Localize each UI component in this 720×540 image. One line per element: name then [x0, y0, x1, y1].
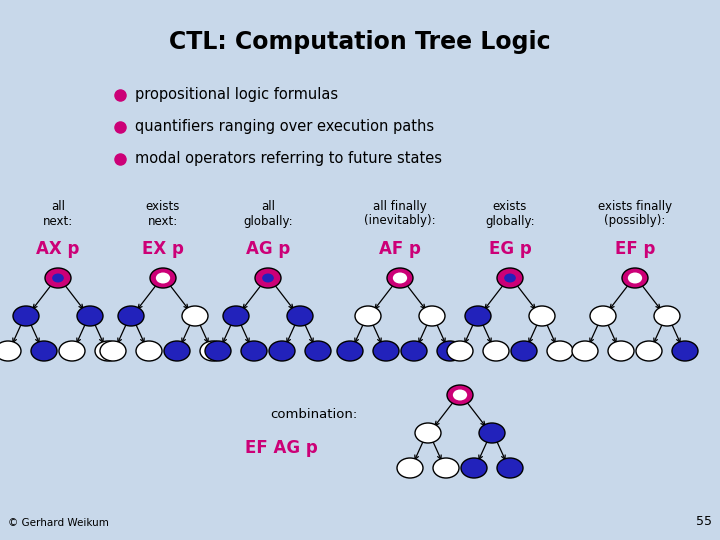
Text: © Gerhard Weikum: © Gerhard Weikum — [8, 518, 109, 528]
Ellipse shape — [255, 268, 281, 288]
Ellipse shape — [182, 306, 208, 326]
Ellipse shape — [608, 341, 634, 361]
Ellipse shape — [393, 273, 407, 284]
Ellipse shape — [0, 341, 21, 361]
Text: AF p: AF p — [379, 240, 421, 258]
Ellipse shape — [355, 306, 381, 326]
Ellipse shape — [504, 273, 516, 282]
Ellipse shape — [415, 423, 441, 443]
Ellipse shape — [59, 341, 85, 361]
Ellipse shape — [672, 341, 698, 361]
Text: AX p: AX p — [36, 240, 80, 258]
Text: quantifiers ranging over execution paths: quantifiers ranging over execution paths — [135, 119, 434, 134]
Text: modal operators referring to future states: modal operators referring to future stat… — [135, 152, 442, 166]
Ellipse shape — [465, 306, 491, 326]
Ellipse shape — [373, 341, 399, 361]
Ellipse shape — [95, 341, 121, 361]
Ellipse shape — [479, 423, 505, 443]
Ellipse shape — [13, 306, 39, 326]
Ellipse shape — [447, 385, 473, 405]
Ellipse shape — [654, 306, 680, 326]
Ellipse shape — [223, 306, 249, 326]
Ellipse shape — [572, 341, 598, 361]
Ellipse shape — [118, 306, 144, 326]
Ellipse shape — [590, 306, 616, 326]
Ellipse shape — [397, 458, 423, 478]
Ellipse shape — [401, 341, 427, 361]
Ellipse shape — [100, 341, 126, 361]
Ellipse shape — [437, 341, 463, 361]
Ellipse shape — [52, 273, 64, 282]
Ellipse shape — [31, 341, 57, 361]
Text: all: all — [51, 200, 65, 213]
Text: all: all — [261, 200, 275, 213]
Text: globally:: globally: — [243, 215, 293, 228]
Ellipse shape — [156, 273, 170, 284]
Text: exists: exists — [146, 200, 180, 213]
Ellipse shape — [636, 341, 662, 361]
Text: propositional logic formulas: propositional logic formulas — [135, 87, 338, 103]
Text: next:: next: — [43, 215, 73, 228]
Ellipse shape — [337, 341, 363, 361]
Ellipse shape — [205, 341, 231, 361]
Ellipse shape — [136, 341, 162, 361]
Text: EX p: EX p — [142, 240, 184, 258]
Ellipse shape — [269, 341, 295, 361]
Text: combination:: combination: — [270, 408, 357, 422]
Ellipse shape — [387, 268, 413, 288]
Text: EF AG p: EF AG p — [245, 439, 318, 457]
Text: globally:: globally: — [485, 215, 535, 228]
Ellipse shape — [150, 268, 176, 288]
Ellipse shape — [241, 341, 267, 361]
Ellipse shape — [483, 341, 509, 361]
Text: EF p: EF p — [615, 240, 655, 258]
Ellipse shape — [419, 306, 445, 326]
Ellipse shape — [497, 458, 523, 478]
Text: all finally: all finally — [373, 200, 427, 213]
Ellipse shape — [77, 306, 103, 326]
Ellipse shape — [511, 341, 537, 361]
Ellipse shape — [287, 306, 313, 326]
Text: (possibly):: (possibly): — [604, 214, 666, 227]
Ellipse shape — [628, 273, 642, 284]
Text: next:: next: — [148, 215, 178, 228]
Ellipse shape — [529, 306, 555, 326]
Ellipse shape — [433, 458, 459, 478]
Ellipse shape — [262, 273, 274, 282]
Ellipse shape — [622, 268, 648, 288]
Ellipse shape — [547, 341, 573, 361]
Ellipse shape — [305, 341, 331, 361]
Ellipse shape — [497, 268, 523, 288]
Ellipse shape — [45, 268, 71, 288]
Text: exists: exists — [492, 200, 527, 213]
Ellipse shape — [200, 341, 226, 361]
Text: 55: 55 — [696, 515, 712, 528]
Text: AG p: AG p — [246, 240, 290, 258]
Ellipse shape — [164, 341, 190, 361]
Ellipse shape — [447, 341, 473, 361]
Text: (inevitably):: (inevitably): — [364, 214, 436, 227]
Ellipse shape — [453, 389, 467, 401]
Text: exists finally: exists finally — [598, 200, 672, 213]
Ellipse shape — [461, 458, 487, 478]
Text: CTL: Computation Tree Logic: CTL: Computation Tree Logic — [169, 30, 551, 54]
Text: EG p: EG p — [489, 240, 531, 258]
